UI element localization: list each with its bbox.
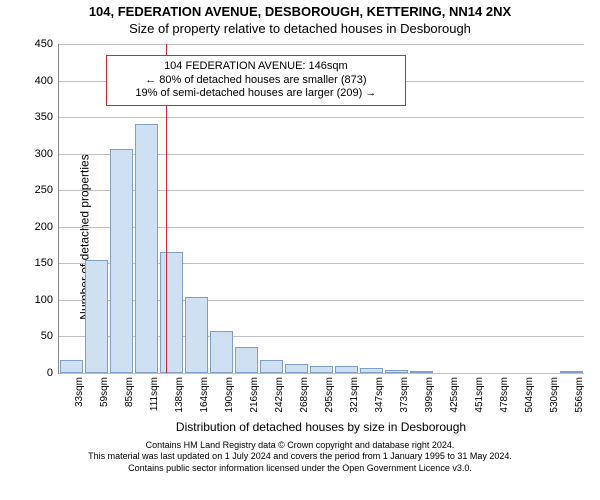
histogram-bar — [135, 124, 158, 373]
histogram-bar — [210, 331, 233, 373]
histogram-bar — [285, 364, 308, 373]
histogram-bar — [310, 366, 333, 373]
histogram-bar — [160, 252, 183, 373]
histogram-bar — [110, 149, 133, 373]
x-axis-label: Distribution of detached houses by size … — [58, 420, 584, 434]
footer-line2: This material was last updated on 1 July… — [0, 451, 600, 462]
x-tick-label: 321sqm — [349, 373, 360, 413]
x-tick-label: 347sqm — [374, 373, 385, 413]
x-tick-label: 59sqm — [99, 373, 110, 407]
x-tick-label: 504sqm — [524, 373, 535, 413]
x-tick-label: 268sqm — [299, 373, 310, 413]
annotation-box: 104 FEDERATION AVENUE: 146sqm← 80% of de… — [106, 55, 405, 106]
x-tick-label: 530sqm — [549, 373, 560, 413]
annotation-line: 19% of semi-detached houses are larger (… — [115, 87, 396, 101]
x-tick-label: 111sqm — [149, 373, 160, 411]
x-tick-label: 138sqm — [174, 373, 185, 413]
x-tick-label: 242sqm — [274, 373, 285, 413]
chart-title-line1: 104, FEDERATION AVENUE, DESBOROUGH, KETT… — [0, 0, 600, 19]
histogram-bar — [185, 297, 208, 373]
histogram-bar — [85, 260, 108, 373]
x-tick-label: 451sqm — [474, 373, 485, 413]
x-tick-label: 295sqm — [324, 373, 335, 413]
x-tick-label: 33sqm — [74, 373, 85, 407]
x-tick-label: 85sqm — [124, 373, 135, 407]
x-tick-label: 164sqm — [199, 373, 210, 413]
histogram-bar — [60, 360, 83, 373]
x-tick-label: 190sqm — [224, 373, 235, 413]
plot-region: 05010015020025030035040045033sqm59sqm85s… — [58, 44, 584, 374]
x-tick-label: 399sqm — [424, 373, 435, 413]
annotation-line: 104 FEDERATION AVENUE: 146sqm — [115, 60, 396, 74]
footer-line3: Contains public sector information licen… — [0, 463, 600, 474]
y-tick-label: 400 — [35, 75, 53, 87]
y-tick-label: 450 — [35, 38, 53, 50]
y-tick-label: 350 — [35, 111, 53, 123]
y-tick-label: 100 — [35, 294, 53, 306]
footer-credits: Contains HM Land Registry data © Crown c… — [0, 436, 600, 474]
y-tick-label: 150 — [35, 257, 53, 269]
histogram-bar — [335, 366, 358, 373]
x-tick-label: 216sqm — [249, 373, 260, 413]
y-tick-label: 300 — [35, 148, 53, 160]
y-tick-label: 50 — [41, 330, 53, 342]
x-tick-label: 556sqm — [574, 373, 585, 413]
gridline — [59, 117, 584, 118]
histogram-bar — [235, 347, 258, 373]
y-tick-label: 200 — [35, 221, 53, 233]
y-tick-label: 0 — [47, 367, 53, 379]
annotation-line: ← 80% of detached houses are smaller (87… — [115, 74, 396, 88]
chart-area: Number of detached properties 0501001502… — [0, 38, 600, 436]
gridline — [59, 44, 584, 45]
histogram-bar — [260, 360, 283, 373]
x-tick-label: 425sqm — [449, 373, 460, 413]
x-tick-label: 373sqm — [399, 373, 410, 413]
footer-line1: Contains HM Land Registry data © Crown c… — [0, 440, 600, 451]
y-tick-label: 250 — [35, 184, 53, 196]
chart-title-line2: Size of property relative to detached ho… — [0, 19, 600, 38]
x-tick-label: 478sqm — [499, 373, 510, 413]
